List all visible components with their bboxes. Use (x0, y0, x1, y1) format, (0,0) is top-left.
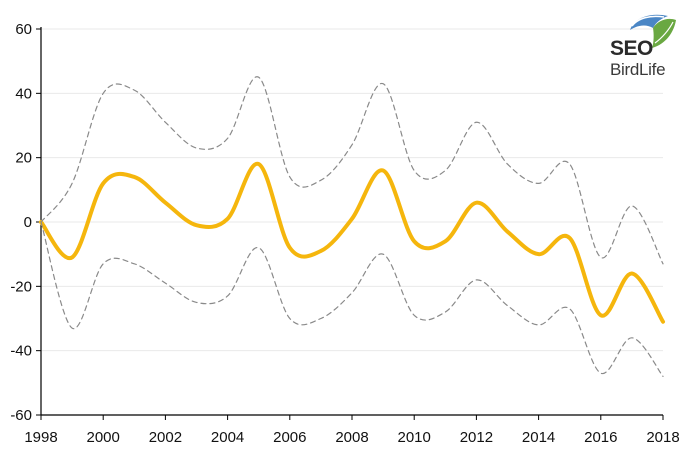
tick-labels: 60 40 20 0 -20 -40 -60 1998 2000 2002 2004 2006 2008… (10, 21, 679, 446)
lower-ci-line (40, 221, 664, 377)
x-tick-label: 2018 (646, 429, 679, 446)
x-tick-label: 2000 (87, 429, 120, 446)
x-tick-label: 2006 (273, 429, 306, 446)
series (39, 76, 665, 377)
y-tick-label: 40 (15, 85, 32, 102)
y-tick-label: -20 (10, 278, 32, 295)
x-tick-label: 2016 (584, 429, 617, 446)
x-tick-label: 2008 (335, 429, 368, 446)
x-tick-label: 2014 (522, 429, 555, 446)
x-tick-label: 2010 (398, 429, 431, 446)
y-tick-label: -40 (10, 343, 32, 360)
y-tick-label: 0 (24, 214, 32, 231)
upper-ci-line (40, 76, 664, 265)
trend-line (39, 162, 665, 324)
seo-birdlife-logo: SEO BirdLife (606, 10, 684, 82)
y-tick-label: 20 (15, 150, 32, 167)
x-tick-label: 2004 (211, 429, 244, 446)
y-tick-label: 60 (15, 21, 32, 38)
x-tick-label: 2002 (149, 429, 182, 446)
logo-seo-text: SEO (610, 37, 653, 60)
logo-birdlife-text: BirdLife (610, 60, 666, 79)
x-tick-label: 1998 (24, 429, 57, 446)
y-tick-label: -60 (10, 407, 32, 424)
x-tick-label: 2012 (460, 429, 493, 446)
gridlines (41, 28, 663, 352)
bird-logo-icon (630, 14, 676, 48)
